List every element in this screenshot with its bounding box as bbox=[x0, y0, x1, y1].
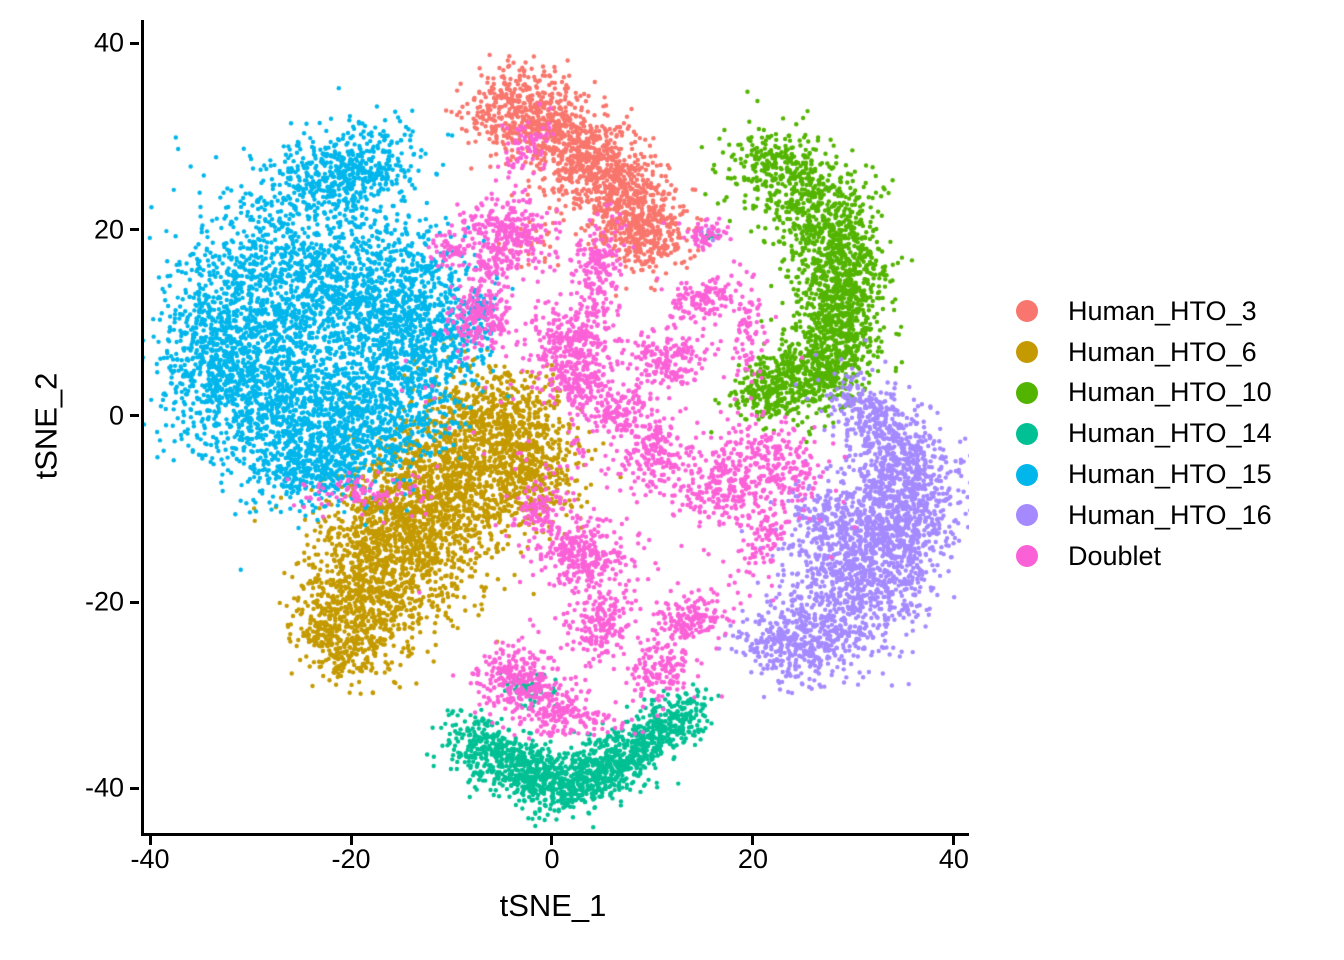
y-axis-tick bbox=[130, 228, 139, 232]
legend: Human_HTO_3 Human_HTO_6 Human_HTO_10 Human_… bbox=[1016, 291, 1272, 577]
x-axis-tick-label: -40 bbox=[130, 844, 170, 874]
x-axis-tick bbox=[349, 836, 353, 845]
legend-swatch-icon bbox=[1016, 545, 1038, 568]
x-axis-tick-label: 20 bbox=[737, 844, 768, 874]
y-axis-tick-label: 40 bbox=[93, 27, 124, 58]
legend-item-human_hto_16: Human_HTO_16 bbox=[1016, 495, 1272, 536]
legend-swatch-icon bbox=[1016, 463, 1038, 486]
legend-swatch-icon bbox=[1016, 381, 1038, 404]
legend-item-human_hto_14: Human_HTO_14 bbox=[1016, 413, 1272, 454]
legend-label: Human_HTO_15 bbox=[1068, 459, 1272, 490]
legend-swatch-icon bbox=[1016, 300, 1038, 323]
y-axis-tick bbox=[130, 414, 139, 418]
legend-item-human_hto_6: Human_HTO_6 bbox=[1016, 332, 1272, 373]
x-axis-tick bbox=[751, 836, 755, 845]
y-axis-tick bbox=[130, 600, 139, 604]
x-axis-tick-label: 40 bbox=[938, 844, 969, 874]
scatter-points-canvas bbox=[144, 20, 969, 833]
legend-item-human_hto_3: Human_HTO_3 bbox=[1016, 291, 1272, 332]
legend-item-human_hto_10: Human_HTO_10 bbox=[1016, 373, 1272, 414]
x-axis-tick-label: -20 bbox=[331, 844, 371, 874]
legend-item-human_hto_15: Human_HTO_15 bbox=[1016, 454, 1272, 495]
x-axis-title: tSNE_1 bbox=[499, 888, 607, 923]
y-axis-tick bbox=[130, 41, 139, 45]
y-axis-title: tSNE_2 bbox=[28, 372, 64, 480]
x-axis-tick-label: 0 bbox=[544, 844, 560, 874]
legend-label: Human_HTO_14 bbox=[1068, 418, 1272, 449]
x-axis-tick bbox=[952, 836, 956, 845]
x-axis-tick bbox=[148, 836, 152, 845]
x-axis-tick bbox=[550, 836, 554, 845]
y-axis-tick-label: 20 bbox=[93, 214, 124, 245]
legend-item-doublet: Doublet bbox=[1016, 536, 1272, 577]
y-axis-tick-label: -40 bbox=[84, 772, 124, 803]
legend-label: Human_HTO_10 bbox=[1068, 377, 1272, 408]
y-axis-tick-label: 0 bbox=[108, 400, 124, 431]
legend-label: Doublet bbox=[1068, 540, 1162, 571]
plot-panel bbox=[141, 20, 969, 836]
legend-label: Human_HTO_16 bbox=[1068, 499, 1272, 530]
legend-swatch-icon bbox=[1016, 341, 1038, 364]
legend-swatch-icon bbox=[1016, 422, 1038, 445]
y-axis-tick-label: -20 bbox=[84, 586, 124, 617]
legend-label: Human_HTO_3 bbox=[1068, 295, 1257, 326]
legend-swatch-icon bbox=[1016, 504, 1038, 527]
legend-label: Human_HTO_6 bbox=[1068, 336, 1257, 367]
y-axis-tick bbox=[130, 786, 139, 790]
